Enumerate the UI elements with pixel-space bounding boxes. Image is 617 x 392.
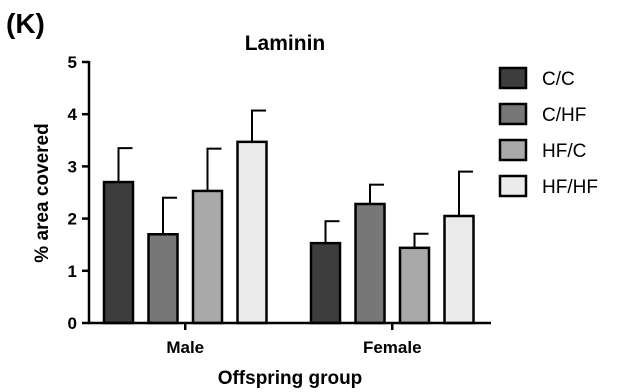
legend-swatch	[498, 138, 528, 162]
legend-swatch	[498, 102, 528, 126]
plot-area	[102, 109, 475, 325]
y-tick-label: 1	[68, 262, 77, 281]
bar-hf-c-male	[191, 189, 224, 325]
panel-label: (K)	[6, 8, 45, 39]
y-axis-title: % area covered	[32, 123, 53, 262]
legend-label: C/C	[542, 69, 575, 90]
bar-c-c-female	[309, 241, 342, 325]
bar-hf-c-female	[398, 246, 431, 325]
x-axis-title: Offspring group	[218, 368, 363, 389]
legend-label: HF/C	[542, 141, 586, 162]
y-tick-label: 4	[68, 105, 78, 124]
y-tick-label: 5	[68, 53, 77, 72]
axes: 0 1 2 3 4 5 Male Female	[68, 53, 491, 357]
y-tick-label: 2	[68, 210, 77, 229]
legend-label: HF/HF	[542, 177, 598, 198]
x-tick-label: Female	[363, 338, 422, 357]
bar-c-hf-male	[147, 233, 179, 325]
bar-hf-hf-female	[443, 214, 475, 325]
y-tick-label: 3	[68, 157, 77, 176]
bar-c-hf-female	[354, 202, 386, 325]
bar-c-c-male	[102, 180, 135, 325]
y-tick-label: 0	[68, 314, 77, 333]
chart-title: Laminin	[245, 32, 326, 55]
legend-label: C/HF	[542, 105, 586, 126]
bar-hf-hf-male	[236, 140, 268, 325]
legend-swatch	[498, 66, 528, 90]
legend-swatch	[498, 174, 528, 198]
legend: C/C C/HF HF/C HF/HF	[498, 66, 598, 198]
x-tick-label: Male	[166, 338, 204, 357]
